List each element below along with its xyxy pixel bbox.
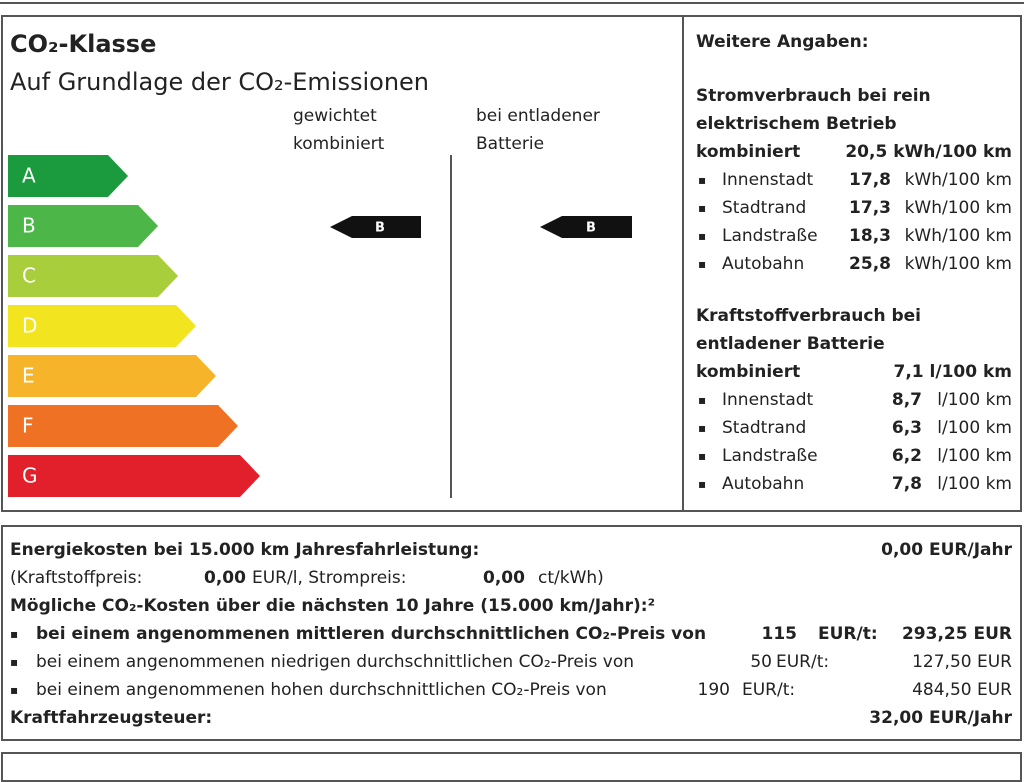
- class-letter: A: [22, 164, 36, 188]
- class-bar: [8, 305, 196, 347]
- row-unit: l/100 km: [937, 418, 1012, 438]
- marker-label: B: [375, 221, 385, 236]
- class-bar: [8, 155, 128, 197]
- co2-total: 127,50 EUR: [912, 652, 1012, 672]
- co2-price: 115: [761, 624, 798, 644]
- bullet: ▪: [698, 257, 707, 271]
- row-label: Stadtrand: [722, 198, 807, 218]
- class-bar: [8, 405, 238, 447]
- combined-label: kombiniert: [696, 142, 801, 162]
- class-marker: [330, 216, 421, 238]
- label-box: [1, 15, 1022, 512]
- column-heading: kombiniert: [293, 134, 385, 154]
- price-label: (Kraftstoffpreis:: [10, 568, 143, 588]
- class-letter: D: [22, 314, 37, 338]
- bullet: ▪: [10, 627, 19, 641]
- class-bar: [8, 205, 158, 247]
- row-unit: kWh/100 km: [904, 170, 1012, 190]
- row-unit: kWh/100 km: [904, 198, 1012, 218]
- label-title: CO₂-Klasse: [10, 30, 157, 58]
- row-unit: l/100 km: [937, 474, 1012, 494]
- bullet: ▪: [698, 477, 707, 491]
- co2-price: 190: [697, 680, 730, 700]
- class-letter: G: [22, 464, 38, 488]
- row-unit: kWh/100 km: [904, 226, 1012, 246]
- row-label: Autobahn: [722, 474, 805, 494]
- co2-total: 484,50 EUR: [912, 680, 1012, 700]
- section-title: entladener Batterie: [696, 334, 885, 354]
- costs-box: [1, 525, 1022, 741]
- class-bar: [8, 255, 178, 297]
- class-marker: [540, 216, 632, 238]
- co2-unit: EUR/t:: [776, 652, 830, 672]
- row-value: 7,8: [891, 474, 922, 494]
- bullet: ▪: [698, 201, 707, 215]
- section-title: Stromverbrauch bei rein: [696, 86, 931, 106]
- row-value: 18,3: [849, 226, 891, 246]
- class-letter: C: [22, 264, 36, 288]
- price-unit: ct/kWh): [538, 568, 604, 588]
- marker-label: B: [586, 221, 596, 236]
- class-bar: [8, 455, 260, 497]
- column-heading: gewichtet: [293, 106, 377, 126]
- row-label: Autobahn: [722, 254, 805, 274]
- row-unit: kWh/100 km: [904, 254, 1012, 274]
- row-label: Landstraße: [722, 446, 818, 466]
- bullet: ▪: [10, 655, 19, 669]
- bullet: ▪: [10, 683, 19, 697]
- bullet: ▪: [698, 229, 707, 243]
- co2-total: 293,25 EUR: [901, 624, 1012, 644]
- class-graphic: A B C D E F G B B: [8, 155, 632, 498]
- bullet: ▪: [698, 449, 707, 463]
- combined-value: 7,1 l/100 km: [893, 362, 1013, 382]
- details-heading: Weitere Angaben:: [696, 32, 869, 52]
- section-title: Kraftstoffverbrauch bei: [696, 306, 921, 326]
- co2-unit: EUR/t:: [818, 624, 878, 644]
- price-value: 0,00: [204, 568, 246, 588]
- bullet: ▪: [698, 173, 707, 187]
- energy-label: Energiekosten bei 15.000 km Jahresfahrle…: [10, 540, 480, 560]
- row-unit: l/100 km: [937, 390, 1012, 410]
- row-value: 6,2: [891, 446, 922, 466]
- class-letter: E: [22, 364, 35, 388]
- energy-value: 0,00 EUR/Jahr: [881, 540, 1012, 560]
- top-border: [0, 0, 1024, 4]
- tax-value: 32,00 EUR/Jahr: [869, 708, 1012, 728]
- co2-unit: EUR/t:: [742, 680, 796, 700]
- co2-row-text: bei einem angenommenen hohen durchschnit…: [36, 680, 607, 700]
- class-letter: B: [22, 214, 36, 238]
- class-letter: F: [22, 414, 34, 438]
- label-subtitle: Auf Grundlage der CO₂-Emissionen: [10, 68, 430, 96]
- row-value: 17,3: [849, 198, 891, 218]
- column-heading: bei entladener: [476, 106, 600, 126]
- row-value: 6,3: [891, 418, 922, 438]
- co2-price: 50: [750, 652, 772, 672]
- column-heading: Batterie: [476, 134, 545, 154]
- tax-label: Kraftfahrzeugsteuer:: [10, 708, 213, 728]
- row-label: Innenstadt: [722, 390, 814, 410]
- row-value: 25,8: [849, 254, 891, 274]
- co2-heading: Mögliche CO₂-Kosten über die nächsten 10…: [10, 596, 656, 616]
- co2-row-text: bei einem angenommenen mittleren durchsc…: [36, 624, 707, 644]
- combined-label: kombiniert: [696, 362, 801, 382]
- bullet: ▪: [698, 421, 707, 435]
- combined-value: 20,5 kWh/100 km: [845, 142, 1012, 162]
- row-label: Stadtrand: [722, 418, 807, 438]
- row-label: Innenstadt: [722, 170, 814, 190]
- panel-divider: [682, 15, 684, 512]
- row-value: 17,8: [849, 170, 891, 190]
- section-title: elektrischem Betrieb: [696, 114, 897, 134]
- price-value: 0,00: [483, 568, 525, 588]
- bullet: ▪: [698, 393, 707, 407]
- row-unit: l/100 km: [937, 446, 1012, 466]
- notes-box: [1, 752, 1022, 782]
- row-label: Landstraße: [722, 226, 818, 246]
- row-value: 8,7: [891, 390, 922, 410]
- co2-row-text: bei einem angenommenen niedrigen durchsc…: [36, 652, 635, 672]
- class-bar: [8, 355, 216, 397]
- price-unit: EUR/l, Strompreis:: [252, 568, 407, 588]
